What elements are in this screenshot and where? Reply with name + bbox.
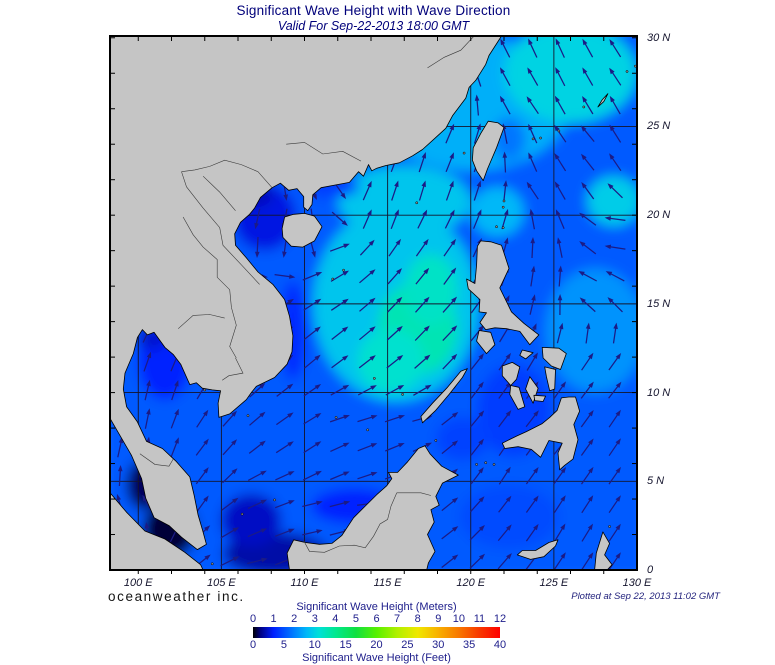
colorbar-label-feet: Significant Wave Height (Feet)	[302, 652, 451, 664]
small-island	[273, 498, 276, 502]
colorbar-label-meters: Significant Wave Height (Meters)	[296, 601, 457, 613]
landmass-mindanao	[501, 396, 580, 471]
small-island	[582, 105, 586, 109]
plot-title: Significant Wave Height with Wave Direct…	[236, 3, 511, 18]
lon-label-130: 130 E	[622, 577, 652, 589]
colorbar-meter-tick-1: 1	[270, 613, 277, 625]
small-island	[501, 205, 505, 209]
small-island	[342, 268, 345, 272]
small-island	[539, 136, 542, 140]
colorbar-meter-tick-5: 5	[352, 613, 359, 625]
landmass-sulawesi	[516, 539, 559, 560]
landmass-bohol	[533, 394, 546, 402]
colorbar-feet-tick-30: 30	[432, 639, 445, 651]
lon-label-125: 125 E	[539, 577, 569, 589]
small-island	[502, 199, 506, 203]
landmass-masbate	[519, 349, 534, 360]
landmass-okinawa	[597, 93, 609, 108]
landmass-borneo	[286, 445, 459, 570]
small-island	[501, 226, 505, 229]
small-island	[557, 129, 561, 133]
map-frame	[109, 35, 638, 571]
small-island	[475, 463, 478, 466]
small-island	[495, 225, 498, 229]
landmass-samar	[541, 347, 567, 370]
lat-label-5: 5 N	[647, 475, 665, 488]
colorbar-meter-tick-6: 6	[373, 613, 380, 625]
colorbar-meter-tick-9: 9	[435, 613, 442, 625]
landmass-negros	[509, 385, 526, 410]
landmass-mindoro	[476, 330, 496, 354]
small-island	[240, 512, 244, 516]
landmass-hainan	[281, 213, 323, 248]
landmass-leyte	[544, 366, 556, 392]
colorbar-meter-tick-2: 2	[291, 613, 298, 625]
landmass-panay	[501, 362, 521, 386]
small-island	[203, 388, 207, 392]
landmass-sumatra	[110, 492, 204, 570]
small-island	[484, 461, 488, 465]
colorbar-ticks-feet: 0 5 10 15 20 25 30 35 40	[249, 639, 506, 652]
colorbar-feet-tick-40: 40	[493, 639, 507, 651]
small-island	[331, 277, 335, 281]
lon-label-105: 105 E	[207, 577, 236, 589]
small-island	[625, 70, 629, 73]
lat-label-30: 30 N	[647, 31, 671, 44]
lat-label-20: 20 N	[647, 209, 671, 222]
small-island	[492, 463, 496, 466]
landmass-luzon	[466, 240, 540, 346]
lon-label-100: 100 E	[123, 577, 153, 589]
landmass-palawan	[420, 368, 468, 424]
small-island	[462, 151, 466, 155]
small-island	[415, 201, 419, 205]
lat-label-15: 15 N	[647, 297, 671, 310]
small-island	[434, 439, 438, 442]
colorbar-feet-tick-5: 5	[280, 639, 287, 651]
land-masses	[110, 36, 637, 570]
colorbar-feet-tick-25: 25	[401, 639, 414, 651]
plotted-timestamp: Plotted at Sep 22, 2013 11:02 GMT	[571, 591, 720, 602]
small-island	[366, 428, 370, 432]
colorbar-meter-tick-10: 10	[452, 613, 465, 625]
landmass-mainland	[110, 36, 502, 550]
colorbar-feet-tick-20: 20	[370, 639, 383, 651]
colorbar-feet-tick-15: 15	[339, 639, 352, 651]
lon-label-110: 110 E	[290, 577, 319, 589]
title-block: Significant Wave Height with Wave Direct…	[110, 3, 637, 33]
axis-ticks	[110, 36, 637, 574]
small-island	[372, 377, 376, 380]
colorbar-meter-tick-7: 7	[394, 613, 401, 625]
colorbar-feet-tick-35: 35	[463, 639, 476, 651]
colorbar-ticks-meters: 0 1 2 3 4 5 6 7 8 9 10 11 12	[249, 613, 506, 626]
colorbar-meter-tick-12: 12	[493, 613, 507, 625]
small-island	[210, 562, 214, 566]
colorbar-feet-tick-0: 0	[249, 639, 257, 651]
lat-label-25: 25 N	[647, 120, 671, 133]
wave-height-map	[109, 35, 638, 574]
colorbar-gradient	[253, 627, 500, 638]
colorbar-meter-tick-8: 8	[414, 613, 421, 625]
colorbar-meter-tick-0: 0	[249, 613, 257, 625]
oceanweather-branding: oceanweather inc.	[108, 589, 245, 604]
small-island	[401, 393, 404, 396]
colorbar-meter-tick-3: 3	[311, 613, 318, 625]
colorbar-meter-tick-11: 11	[473, 613, 486, 625]
lon-label-120: 120 E	[456, 577, 486, 589]
borders-rivers	[139, 36, 475, 553]
lat-label-10: 10 N	[647, 386, 671, 399]
colorbar-feet-tick-10: 10	[308, 639, 321, 651]
lon-label-115: 115 E	[373, 577, 402, 589]
small-island	[531, 137, 535, 141]
small-island	[246, 414, 250, 418]
small-island	[608, 525, 611, 528]
small-island	[334, 416, 338, 419]
plot-subtitle: Valid For Sep-22-2013 18:00 GMT	[277, 19, 470, 33]
lat-label-0: 0	[647, 564, 654, 576]
colorbar-meter-tick-4: 4	[332, 613, 339, 625]
landmass-taiwan	[472, 120, 505, 181]
map-layers	[110, 36, 637, 570]
